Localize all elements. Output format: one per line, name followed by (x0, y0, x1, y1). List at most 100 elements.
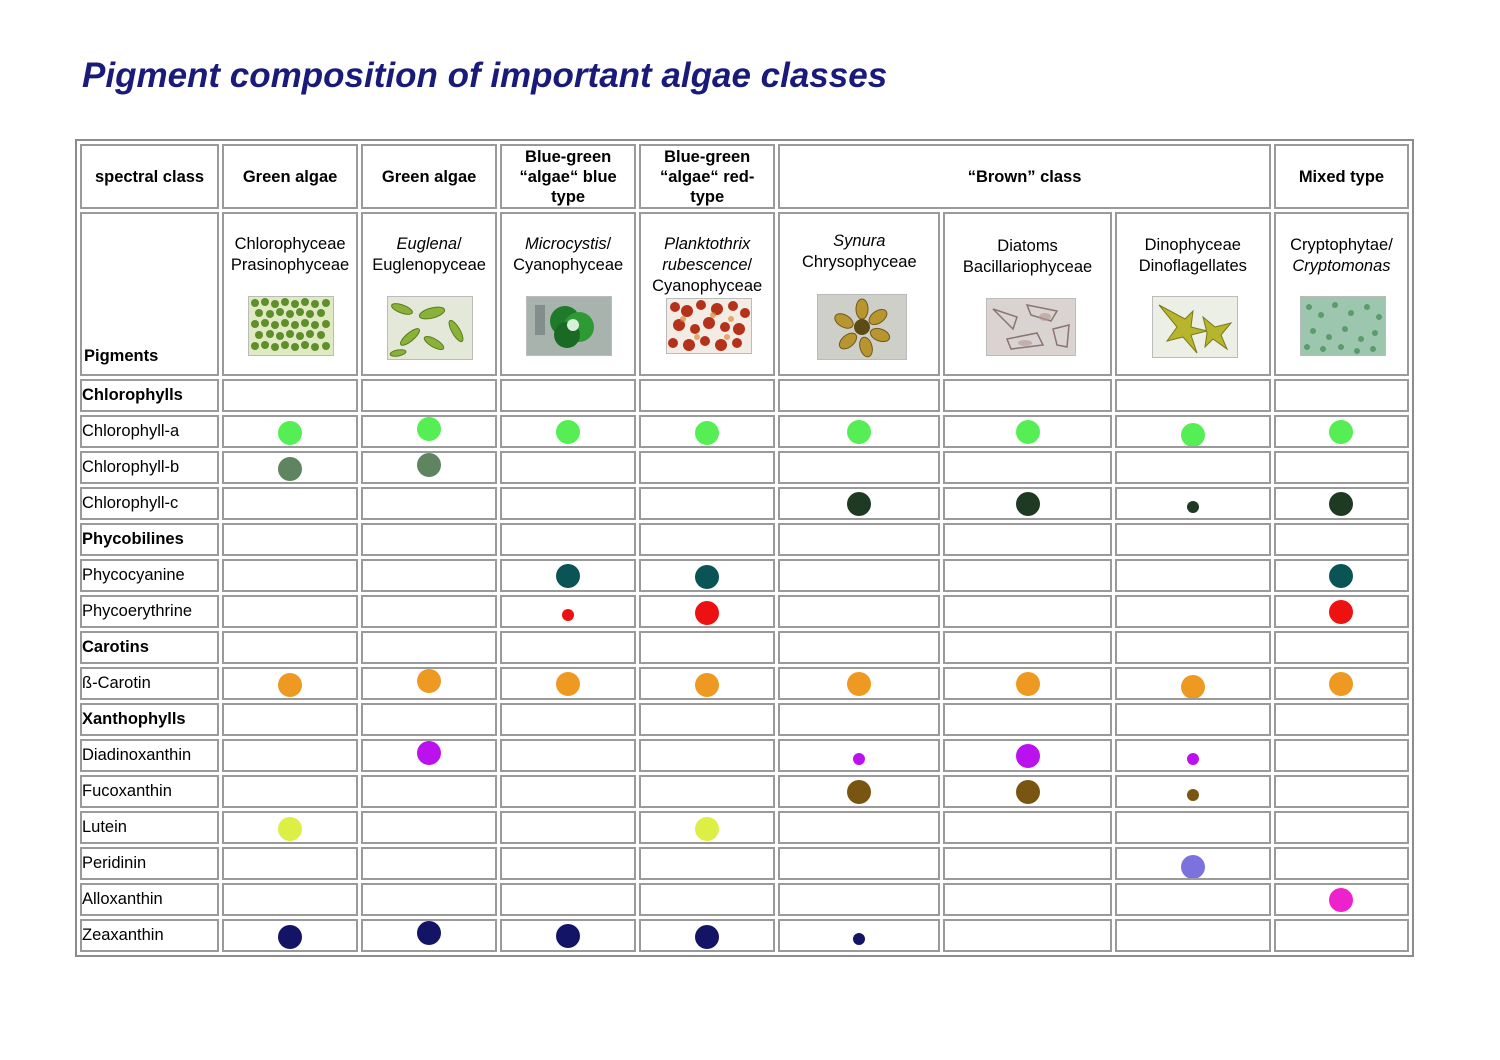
pigment-cell (1114, 559, 1271, 592)
synura-micrograph (817, 294, 908, 360)
pigment-cell (1273, 379, 1409, 412)
pigment-dot (278, 924, 303, 949)
pigment-dot (1186, 788, 1199, 801)
pigment-cell (222, 667, 359, 700)
organism-name: Chrysophyceae (801, 253, 917, 271)
pigment-cell (1273, 811, 1409, 844)
pigment-group-label: Chlorophylls (80, 379, 220, 412)
pigment-dot (1015, 743, 1040, 768)
pigment-row: Peridinin (80, 847, 1409, 880)
pigment-row: Phycocyanine (80, 559, 1409, 592)
pigment-row: Zeaxanthin (80, 919, 1409, 952)
pigment-cell (222, 703, 359, 736)
organism-cell-cryptophytae: Cryptophytae/ Cryptomonas (1273, 212, 1409, 376)
pigment-cell (1114, 739, 1271, 772)
pigment-dot (1180, 674, 1205, 698)
pigment-cell (361, 775, 498, 808)
pigment-cell (943, 847, 1112, 880)
pigment-dot (1186, 752, 1199, 765)
header-green-algae-1: Green algae (222, 144, 359, 209)
pigment-dot (1186, 500, 1199, 513)
pigment-cell (778, 379, 941, 412)
microcystis-micrograph (526, 296, 613, 356)
pigment-row: Xanthophylls (80, 703, 1409, 736)
header-line: “algae“ red- (659, 167, 755, 186)
pigment-dot (278, 456, 303, 481)
pigment-label: Alloxanthin (80, 883, 220, 916)
pigment-cell (500, 919, 637, 952)
pigment-cell (1114, 847, 1271, 880)
pigment-cell (500, 379, 637, 412)
pigment-cell (943, 595, 1112, 628)
pigment-cell (943, 739, 1112, 772)
pigment-row: Diadinoxanthin (80, 739, 1409, 772)
pigment-label: Chlorophyll-c (80, 487, 220, 520)
pigment-dot (847, 491, 872, 516)
organism-name: Chlorophyceae (234, 235, 346, 253)
pigment-cell (943, 667, 1112, 700)
pigment-dot (695, 420, 720, 445)
organism-cell-microcystis: Microcystis/ Cyanophyceae (500, 212, 637, 376)
pigment-cell (778, 703, 941, 736)
pigment-cell (500, 631, 637, 664)
organism-cell-dinophyceae: Dinophyceae Dinoflagellates (1114, 212, 1271, 376)
pigment-cell (943, 559, 1112, 592)
pigment-cell (943, 487, 1112, 520)
header-blue-green-red: Blue-green “algae“ red- type (639, 144, 776, 209)
header-blue-green-blue: Blue-green “algae“ blue type (500, 144, 637, 209)
pigment-row: Chlorophylls (80, 379, 1409, 412)
pigment-cell (778, 883, 941, 916)
pigment-cell (1114, 379, 1271, 412)
header-spectral-class: spectral class (80, 144, 220, 209)
pigment-cell (361, 559, 498, 592)
pigment-cell (1114, 811, 1271, 844)
pigment-cell (1114, 523, 1271, 556)
pigment-cell (1273, 595, 1409, 628)
pigment-cell (639, 667, 776, 700)
pigment-cell (1273, 883, 1409, 916)
pigment-cell (639, 451, 776, 484)
pigment-dot (1329, 491, 1354, 516)
pigment-cell (361, 703, 498, 736)
header-row: spectral class Green algae Green algae B… (80, 144, 1409, 209)
pigment-cell (222, 775, 359, 808)
organism-cell-euglena: Euglena/ Euglenopyceae (361, 212, 498, 376)
pigment-row: Alloxanthin (80, 883, 1409, 916)
pigments-label: Pigments (84, 347, 159, 365)
organism-name: Cyanophyceae (652, 277, 763, 295)
organism-row: Pigments Chlorophyceae Prasinophyceae (80, 212, 1409, 376)
pigment-cell (222, 595, 359, 628)
pigment-cell (639, 883, 776, 916)
pigment-cell (1114, 775, 1271, 808)
organism-name: Cyanophyceae (513, 256, 624, 274)
pigment-cell (943, 811, 1112, 844)
header-line: Blue-green (525, 147, 612, 166)
pigment-dot (1329, 671, 1354, 696)
pigment-cell (639, 847, 776, 880)
pigments-header-cell: Pigments (80, 212, 220, 376)
pigment-row: Chlorophyll-c (80, 487, 1409, 520)
pigment-dot (1015, 419, 1040, 444)
pigment-cell (500, 811, 637, 844)
pigment-dot (1015, 491, 1040, 516)
organism-separator: / (457, 235, 462, 253)
organism-genus: Synura (833, 232, 886, 250)
pigment-cell (500, 883, 637, 916)
pigment-row: ß-Carotin (80, 667, 1409, 700)
pigment-dot (847, 779, 872, 804)
pigment-cell (639, 415, 776, 448)
pigment-cell (500, 667, 637, 700)
header-line: Blue-green (664, 147, 751, 166)
organism-name: Dinophyceae (1144, 236, 1241, 254)
organism-name: Dinoflagellates (1138, 257, 1247, 275)
pigment-cell (943, 883, 1112, 916)
pigment-cell (1114, 631, 1271, 664)
pigment-label: Zeaxanthin (80, 919, 220, 952)
pigment-cell (1114, 919, 1271, 952)
pigment-cell (361, 847, 498, 880)
pigment-cell (361, 811, 498, 844)
pigment-dot (1180, 422, 1205, 446)
pigment-cell (222, 811, 359, 844)
pigment-cell (222, 919, 359, 952)
pigment-dot (417, 741, 442, 765)
